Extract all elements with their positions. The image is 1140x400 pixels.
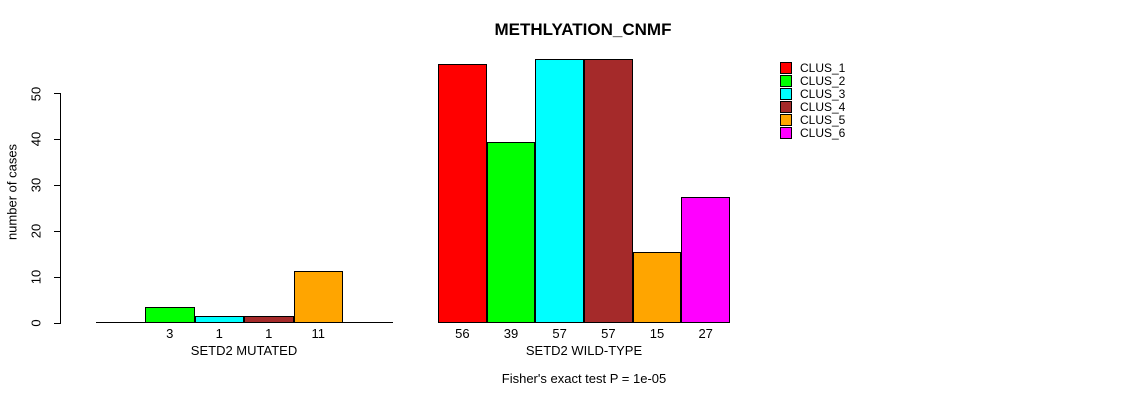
legend-label-clus_6: CLUS_6 [800, 126, 846, 140]
legend-swatch-clus_4 [780, 101, 792, 113]
bar-value-label: 1 [215, 326, 223, 341]
bar-value-label: 39 [503, 326, 519, 341]
bar-clus_2 [486, 142, 536, 323]
bar-value-label: 56 [455, 326, 470, 341]
legend-label-clus_3: CLUS_3 [800, 87, 846, 101]
bar-value-label: 57 [552, 326, 567, 341]
y-tick-label: 40 [28, 132, 44, 147]
legend-label-clus_2: CLUS_2 [800, 74, 846, 88]
y-tick-mark [54, 184, 61, 186]
bar-clus_1 [95, 322, 145, 323]
y-tick-label: 0 [28, 319, 44, 327]
legend-swatch-clus_5 [780, 114, 792, 126]
bar-clus_5 [632, 252, 682, 323]
y-tick-label: 50 [28, 86, 44, 101]
bar-clus_5 [293, 270, 343, 323]
bar-clus_3 [535, 59, 584, 323]
y-tick-mark [54, 230, 61, 232]
bar-clus_2 [145, 307, 195, 323]
legend-swatch-clus_3 [780, 88, 792, 100]
bar-value-label: 27 [698, 326, 713, 341]
fisher-test-annotation: Fisher's exact test P = 1e-05 [501, 371, 667, 386]
legend-label-clus_4: CLUS_4 [800, 100, 846, 114]
bar-value-label: 1 [265, 326, 273, 341]
y-tick-label: 30 [28, 178, 44, 193]
y-axis-line [60, 93, 61, 323]
bar-value-label: 15 [649, 326, 665, 341]
bar-clus_4 [244, 316, 294, 323]
group-label-wild-type: SETD2 WILD-TYPE [525, 343, 643, 358]
group-label-mutated: SETD2 MUTATED [190, 343, 298, 358]
y-tick-mark [54, 93, 61, 94]
chart-title: METHLYATION_CNMF [494, 20, 672, 39]
bar-clus_6 [343, 322, 393, 323]
bar-clus_3 [194, 316, 244, 323]
legend-label-clus_5: CLUS_5 [800, 113, 846, 127]
legend-swatch-clus_2 [780, 75, 792, 87]
bar-value-label: 11 [311, 326, 326, 341]
y-axis-title: number of cases [4, 143, 20, 241]
legend-label-clus_1: CLUS_1 [800, 61, 846, 75]
bar-clus_6 [681, 197, 730, 323]
y-tick-label: 20 [28, 223, 44, 239]
y-tick-mark [54, 276, 61, 278]
legend-swatch-clus_1 [780, 62, 792, 74]
bar-clus_1 [438, 63, 487, 323]
y-tick-mark [54, 322, 61, 324]
y-tick-mark [54, 138, 61, 140]
y-tick-label: 10 [28, 269, 44, 285]
bar-value-label: 57 [601, 326, 616, 341]
bar-value-label: 3 [166, 326, 174, 341]
legend-swatch-clus_6 [780, 127, 792, 139]
bar-clus_4 [584, 59, 633, 323]
